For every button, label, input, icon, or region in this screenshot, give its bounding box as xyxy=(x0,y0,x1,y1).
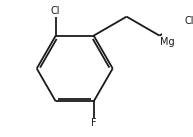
Text: Mg: Mg xyxy=(160,37,175,47)
Text: Cl: Cl xyxy=(185,16,193,26)
Text: Cl: Cl xyxy=(51,6,60,16)
Text: F: F xyxy=(91,118,96,128)
